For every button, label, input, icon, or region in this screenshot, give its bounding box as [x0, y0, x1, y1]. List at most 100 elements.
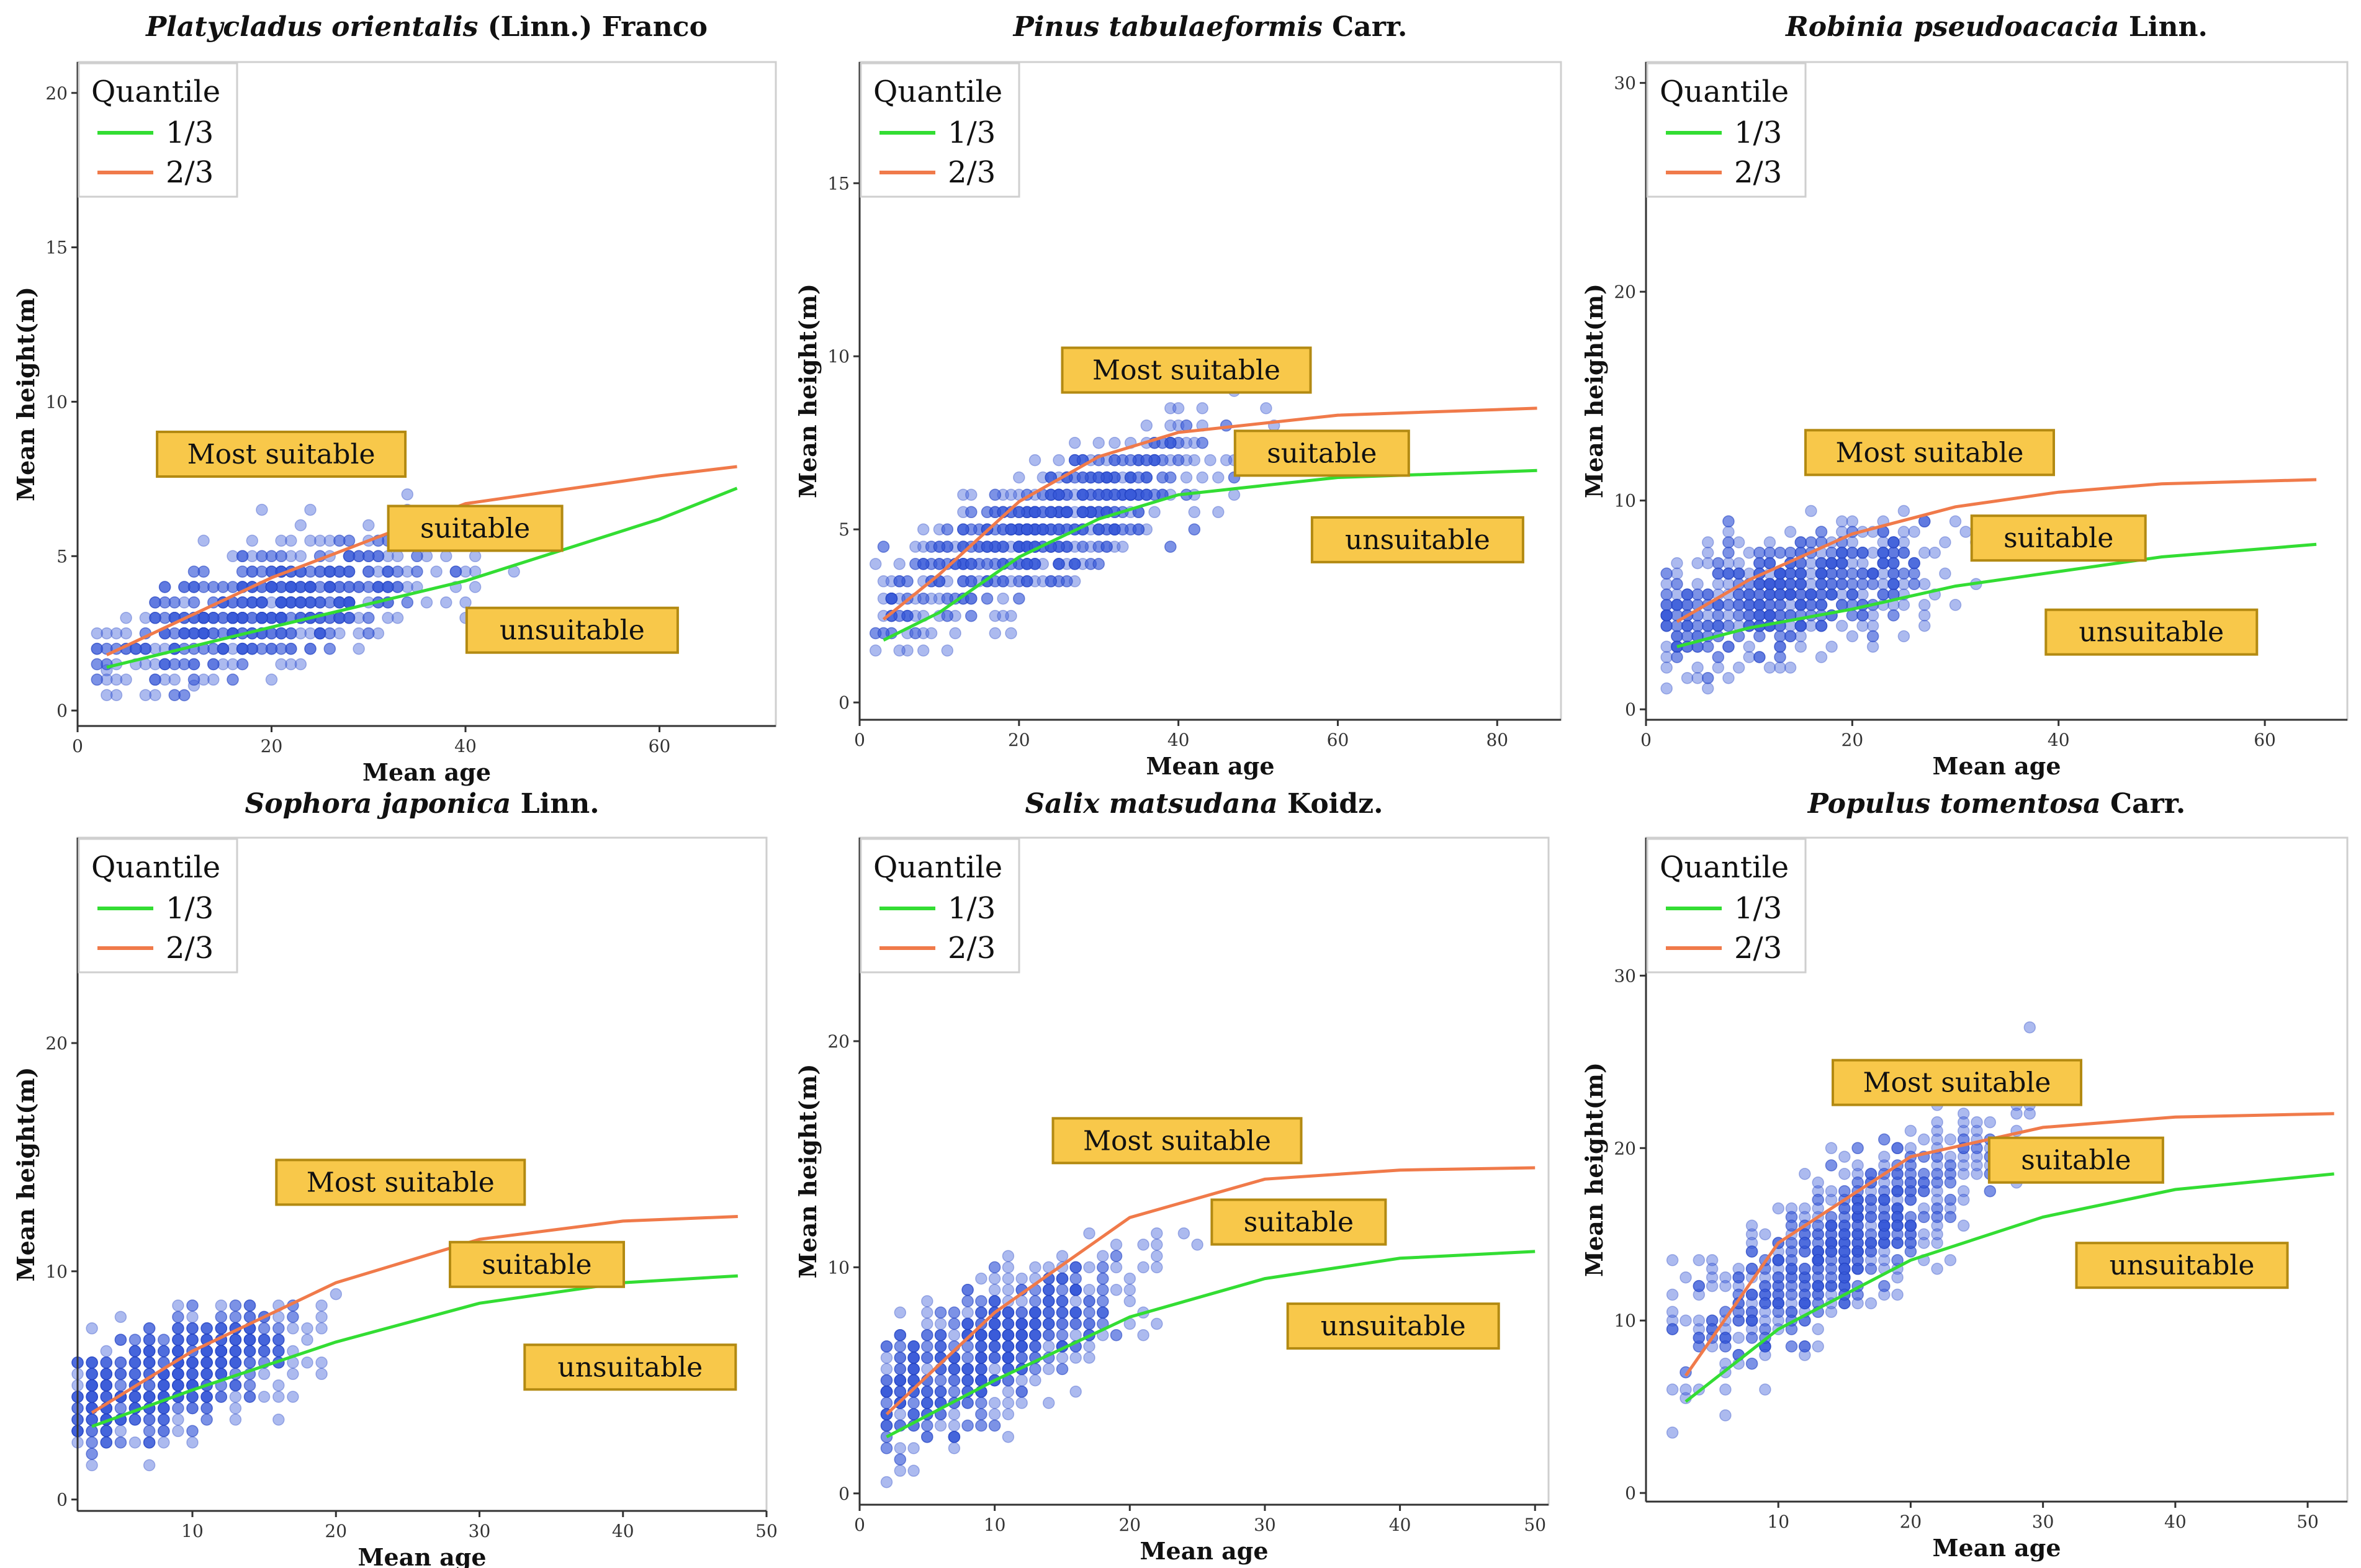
data-point [178, 627, 191, 640]
data-point [1196, 402, 1208, 414]
data-point [243, 1345, 256, 1358]
data-point [1918, 609, 1931, 622]
data-point [382, 565, 394, 578]
data-point [362, 581, 375, 593]
data-point [948, 1317, 961, 1330]
zone-text: suitable [1267, 437, 1377, 469]
data-point [1042, 1328, 1055, 1342]
data-point [1691, 557, 1704, 570]
data-point [372, 581, 385, 593]
data-point [186, 1310, 199, 1324]
data-point [988, 1272, 1001, 1285]
x-tick-label: 40 [612, 1521, 634, 1541]
data-point [1015, 1317, 1028, 1330]
data-point [236, 596, 249, 609]
data-point [333, 565, 346, 578]
data-point [1838, 1185, 1851, 1198]
legend: Quantile 1/3 2/3 [860, 838, 1020, 974]
data-point [353, 581, 365, 593]
data-point [217, 612, 230, 624]
data-point [1743, 651, 1755, 663]
data-point [323, 581, 336, 593]
data-point [1151, 1239, 1163, 1251]
data-point [265, 581, 278, 593]
data-point [975, 1306, 987, 1319]
data-point [1794, 640, 1807, 653]
data-point [323, 581, 336, 593]
zone-label: suitable [1970, 514, 2147, 562]
data-point [197, 565, 210, 578]
data-point [961, 1374, 974, 1387]
y-tick-label: 10 [827, 346, 850, 367]
data-point [227, 612, 239, 624]
data-point [256, 596, 268, 609]
data-point [372, 550, 385, 563]
data-point [1772, 1271, 1784, 1284]
data-point [197, 612, 210, 624]
data-point [1097, 1306, 1109, 1319]
data-point [139, 612, 152, 624]
data-point [1005, 488, 1017, 501]
data-point [1887, 567, 1900, 580]
data-point [215, 1310, 228, 1324]
data-point [197, 627, 210, 640]
data-point [236, 612, 249, 624]
data-point [304, 642, 317, 655]
data-point [1110, 1261, 1123, 1274]
data-point [1701, 536, 1714, 549]
data-point [975, 1351, 987, 1364]
data-point [1866, 630, 1879, 643]
data-point [1671, 578, 1683, 591]
data-point [236, 612, 249, 624]
data-point [921, 1397, 933, 1409]
data-point [275, 596, 287, 609]
data-point [1712, 651, 1725, 663]
data-point [275, 642, 287, 655]
data-point [1053, 506, 1065, 519]
data-point [275, 596, 287, 609]
data-point [1140, 454, 1153, 467]
data-point [1743, 547, 1755, 559]
data-point [139, 642, 152, 655]
data-point [275, 627, 287, 640]
data-point [149, 612, 161, 624]
data-point [275, 581, 287, 593]
data-point [1908, 557, 1920, 570]
data-point [1904, 1142, 1917, 1155]
data-point [323, 565, 336, 578]
data-point [1856, 547, 1869, 559]
data-point [243, 1299, 256, 1312]
data-point [323, 596, 336, 609]
data-point [110, 689, 123, 701]
data-point [343, 534, 356, 547]
data-point [1743, 588, 1755, 601]
data-point [975, 1408, 987, 1420]
data-point [265, 612, 278, 624]
data-point [1897, 547, 1910, 559]
data-point [1002, 1250, 1015, 1262]
data-point [236, 642, 249, 655]
data-point [236, 612, 249, 624]
data-point [256, 550, 268, 563]
data-point [1117, 540, 1129, 553]
data-point [988, 1351, 1001, 1364]
data-point [880, 1397, 893, 1409]
data-point [1904, 1237, 1917, 1249]
data-point [275, 642, 287, 655]
data-point [323, 534, 336, 547]
data-point [114, 1368, 127, 1381]
data-point [265, 550, 278, 563]
data-point [158, 581, 171, 593]
data-point [933, 540, 946, 553]
data-point [948, 1306, 961, 1319]
data-point [1799, 1237, 1811, 1249]
legend-label-2-3: 2/3 [1734, 931, 1782, 965]
data-point [275, 596, 287, 609]
data-point [1763, 661, 1776, 674]
legend-label-2-3: 2/3 [948, 931, 996, 965]
data-point [265, 581, 278, 593]
data-point [382, 581, 394, 593]
data-point [333, 596, 346, 609]
data-point [1097, 1272, 1109, 1285]
data-point [285, 642, 297, 655]
